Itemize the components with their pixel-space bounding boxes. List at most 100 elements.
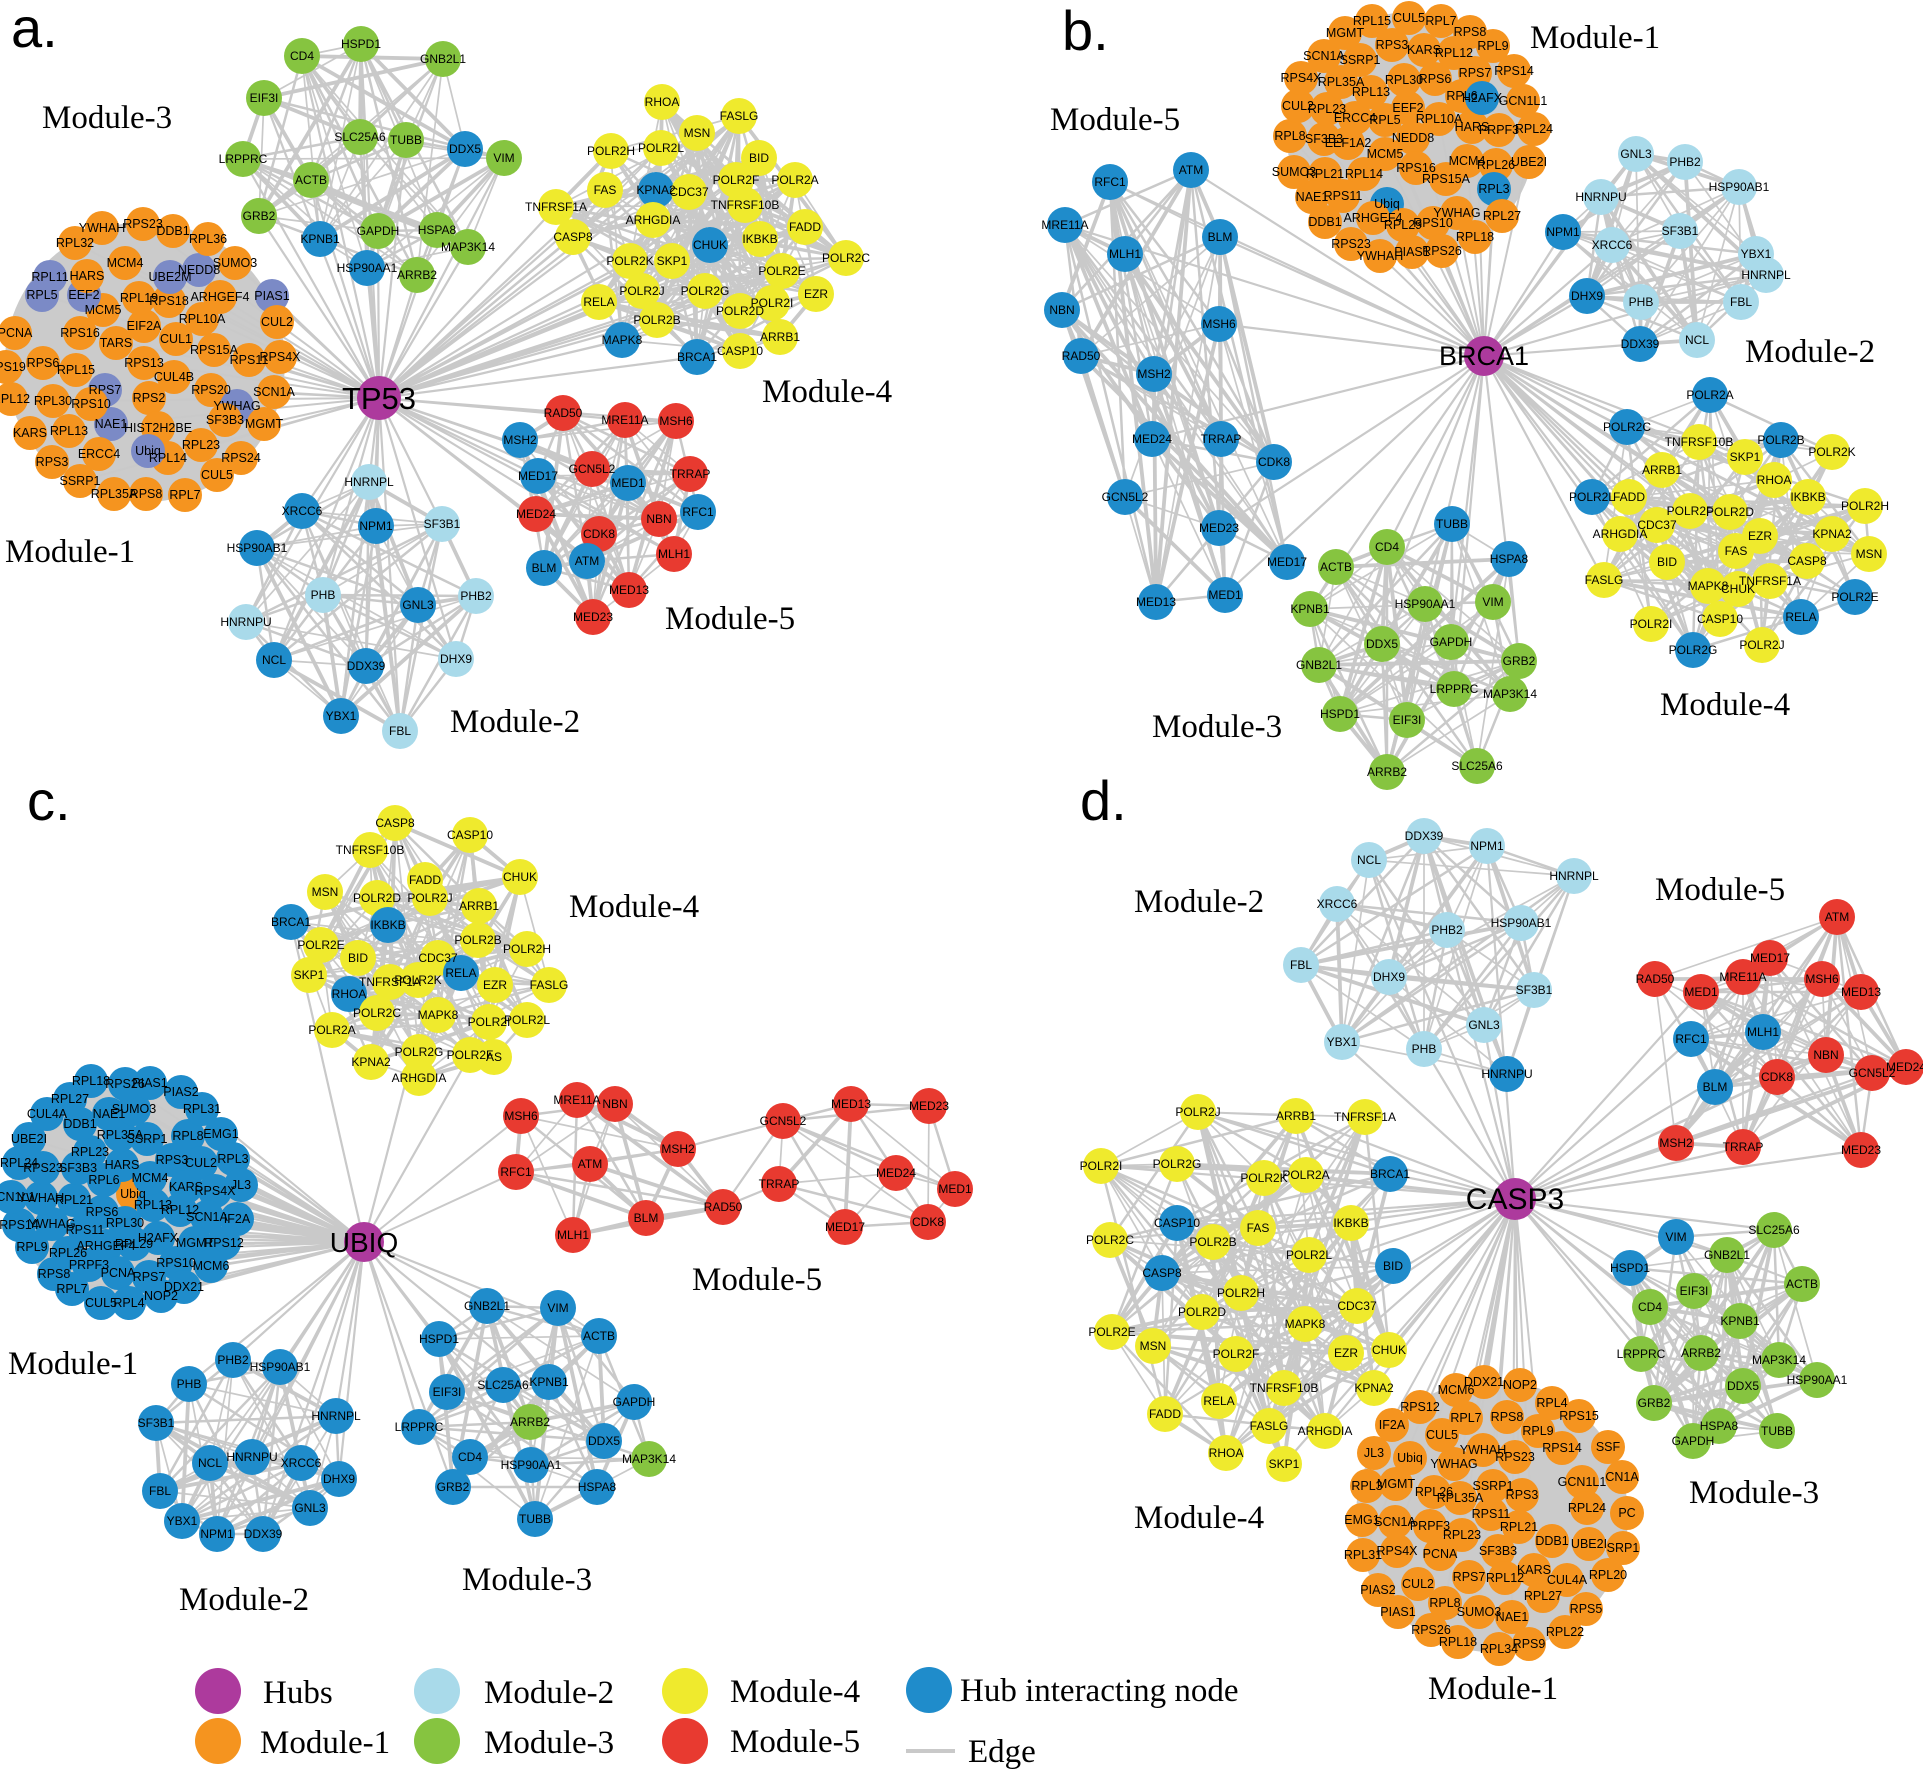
- svg-text:RPS11: RPS11: [230, 353, 269, 367]
- svg-text:YBX1: YBX1: [167, 1514, 198, 1528]
- svg-text:HNRNPL: HNRNPL: [344, 475, 394, 489]
- svg-text:HSPA8: HSPA8: [418, 223, 457, 237]
- svg-text:KPNA2: KPNA2: [1354, 1381, 1394, 1395]
- svg-text:RPS4X: RPS4X: [1377, 1544, 1419, 1558]
- svg-text:Ubiq: Ubiq: [1374, 197, 1400, 211]
- svg-text:ATM: ATM: [578, 1157, 602, 1171]
- svg-text:MED24: MED24: [1886, 1060, 1923, 1074]
- svg-text:RPS6: RPS6: [1419, 72, 1452, 86]
- svg-text:PCNA: PCNA: [101, 1266, 136, 1280]
- svg-text:RPL23: RPL23: [1308, 102, 1346, 116]
- svg-text:SSRP1: SSRP1: [127, 1132, 168, 1146]
- svg-text:GCN5L2: GCN5L2: [569, 462, 616, 476]
- svg-text:RAD50: RAD50: [544, 406, 583, 420]
- svg-text:RPS4X: RPS4X: [195, 1184, 237, 1198]
- svg-text:Module-2: Module-2: [1134, 884, 1264, 920]
- svg-text:Module-2: Module-2: [179, 1582, 309, 1618]
- svg-text:RPS18: RPS18: [149, 294, 189, 308]
- svg-text:LRPPRC: LRPPRC: [1430, 682, 1479, 696]
- svg-text:ARRB2: ARRB2: [510, 1415, 550, 1429]
- svg-text:VIM: VIM: [547, 1301, 568, 1315]
- svg-text:RPL21: RPL21: [1306, 167, 1344, 181]
- svg-text:RPS10: RPS10: [1413, 216, 1453, 230]
- svg-text:GNL3: GNL3: [294, 1501, 326, 1515]
- svg-text:NAE1: NAE1: [1496, 1610, 1529, 1624]
- svg-text:TNFRSF10B: TNFRSF10B: [1665, 435, 1734, 449]
- svg-text:MCM5: MCM5: [1367, 147, 1404, 161]
- svg-text:RPS11: RPS11: [1324, 189, 1363, 203]
- svg-text:ARRB1: ARRB1: [1642, 463, 1682, 477]
- svg-text:IKBKB: IKBKB: [742, 232, 777, 246]
- svg-text:CASP8: CASP8: [1142, 1266, 1182, 1280]
- svg-text:RPL9: RPL9: [16, 1240, 47, 1254]
- svg-text:SF3B3: SF3B3: [59, 1161, 97, 1175]
- svg-text:HNRNPU: HNRNPU: [220, 615, 271, 629]
- svg-text:GNL3: GNL3: [1620, 147, 1652, 161]
- svg-text:Module-4: Module-4: [762, 374, 892, 410]
- svg-text:GRB2: GRB2: [243, 209, 276, 223]
- svg-text:RPS14: RPS14: [1542, 1441, 1582, 1455]
- svg-text:MED1: MED1: [938, 1182, 972, 1196]
- svg-text:RPS23: RPS23: [1331, 237, 1371, 251]
- svg-text:CHUK: CHUK: [1721, 582, 1755, 596]
- svg-text:SUMO3: SUMO3: [1272, 165, 1317, 179]
- svg-text:MSH6: MSH6: [1202, 317, 1236, 331]
- svg-text:MSH2: MSH2: [503, 433, 537, 447]
- svg-text:DDB1: DDB1: [63, 1117, 96, 1131]
- svg-text:CDK8: CDK8: [583, 527, 615, 541]
- svg-text:PRPF3: PRPF3: [1479, 123, 1519, 137]
- svg-text:PCNA: PCNA: [0, 326, 33, 340]
- svg-text:DDB1: DDB1: [156, 224, 189, 238]
- svg-text:POLR2F: POLR2F: [713, 173, 760, 187]
- svg-text:POLR2I: POLR2I: [468, 1015, 511, 1029]
- svg-text:PHB: PHB: [1629, 295, 1654, 309]
- svg-text:YWHAG: YWHAG: [28, 1217, 75, 1231]
- svg-text:NEDD8: NEDD8: [178, 263, 220, 277]
- svg-text:RPL24: RPL24: [0, 1156, 38, 1170]
- svg-text:HSPD1: HSPD1: [419, 1332, 459, 1346]
- svg-text:PIAS1: PIAS1: [132, 1076, 167, 1090]
- svg-text:HSPA8: HSPA8: [1700, 1419, 1739, 1433]
- svg-text:POLR2K: POLR2K: [1808, 445, 1855, 459]
- svg-text:RPS3: RPS3: [1506, 1488, 1539, 1502]
- svg-text:RPS5: RPS5: [1570, 1602, 1603, 1616]
- svg-text:RPS3: RPS3: [156, 1153, 189, 1167]
- svg-text:POLR2A: POLR2A: [308, 1023, 355, 1037]
- svg-text:PC: PC: [1618, 1506, 1635, 1520]
- svg-text:POLR2E: POLR2E: [1831, 590, 1878, 604]
- svg-text:MLH1: MLH1: [1747, 1025, 1779, 1039]
- svg-text:GNL3: GNL3: [1468, 1018, 1500, 1032]
- svg-text:MED13: MED13: [1841, 985, 1881, 999]
- svg-text:RELA: RELA: [583, 295, 614, 309]
- svg-text:KARS: KARS: [1517, 1563, 1551, 1577]
- svg-text:POLR2K: POLR2K: [606, 254, 653, 268]
- svg-text:POLR2L: POLR2L: [1569, 490, 1615, 504]
- svg-text:RPL12: RPL12: [0, 392, 30, 406]
- svg-text:RPL6: RPL6: [1446, 89, 1477, 103]
- svg-text:MAPK8: MAPK8: [1285, 1317, 1326, 1331]
- svg-text:NCL: NCL: [198, 1456, 222, 1470]
- svg-text:EEF2: EEF2: [68, 288, 99, 302]
- svg-text:MCM4: MCM4: [1449, 154, 1486, 168]
- svg-text:MGMT: MGMT: [176, 1236, 215, 1250]
- svg-text:RPS3: RPS3: [1376, 38, 1409, 52]
- svg-text:DDX39: DDX39: [1405, 829, 1444, 843]
- svg-text:RPL3: RPL3: [1351, 1479, 1382, 1493]
- svg-text:Hubs: Hubs: [263, 1675, 333, 1711]
- svg-text:RPL35A: RPL35A: [1437, 1491, 1484, 1505]
- svg-text:POLR2F: POLR2F: [447, 1048, 494, 1062]
- svg-text:CUL5: CUL5: [1426, 1428, 1458, 1442]
- svg-text:RPL3: RPL3: [1478, 182, 1509, 196]
- svg-text:POLR2K: POLR2K: [394, 973, 441, 987]
- svg-text:RPS23: RPS23: [123, 217, 163, 231]
- svg-text:SCN1A: SCN1A: [253, 385, 295, 399]
- svg-text:RPS26: RPS26: [1422, 244, 1462, 258]
- svg-text:FAS: FAS: [1725, 544, 1748, 558]
- svg-text:SLC25A6: SLC25A6: [1748, 1223, 1800, 1237]
- svg-text:MAPK8: MAPK8: [1688, 579, 1729, 593]
- svg-text:POLR2I: POLR2I: [751, 296, 794, 310]
- svg-text:GAPDH: GAPDH: [1430, 635, 1473, 649]
- svg-text:RPS14: RPS14: [1494, 64, 1534, 78]
- svg-text:PIAS1: PIAS1: [1394, 245, 1429, 259]
- svg-text:RELA: RELA: [1785, 610, 1816, 624]
